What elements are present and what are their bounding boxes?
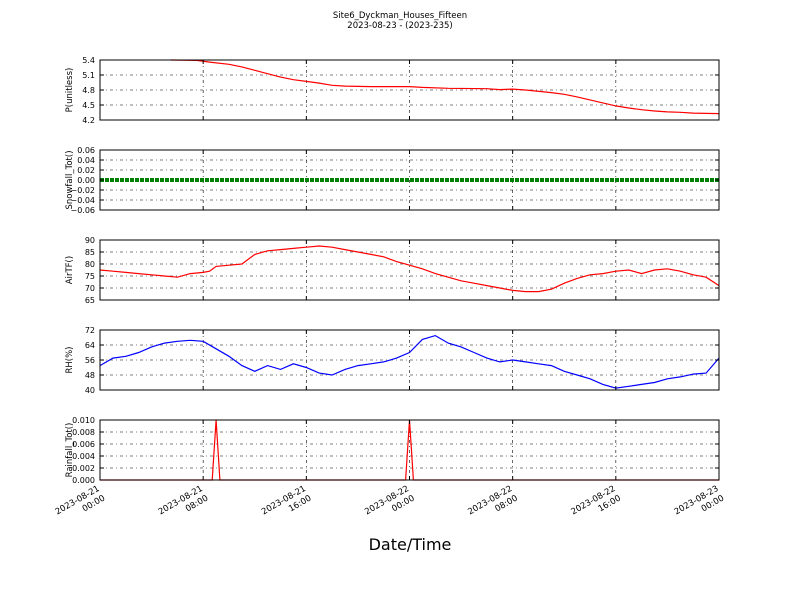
chart-subtitle: 2023-08-23 - (2023-235) xyxy=(347,21,452,31)
x-axis-tick-labels: 2023-08-2100:00 2023-08-2108:00 2023-08-21… xyxy=(54,484,726,527)
x-tick-label: 2023-08-2216:00 xyxy=(570,484,623,527)
y-tick-label: 4.8 xyxy=(82,86,95,95)
panel-1: −0.06−0.04−0.020.000.020.040.06Snowfall_… xyxy=(65,146,720,215)
x-tick-label: 2023-08-2200:00 xyxy=(363,484,416,527)
y-tick-label: 5.1 xyxy=(82,71,95,80)
y-tick-label: −0.04 xyxy=(70,196,95,205)
panel-4: 0.000 0.002 0.004 0.006 0.008 0.010Rainfall_T… xyxy=(65,416,720,485)
y-tick-label: 90 xyxy=(85,236,95,245)
x-tick-label: 2023-08-2100:00 xyxy=(54,484,107,527)
x-tick-label: 2023-08-2116:00 xyxy=(260,484,313,527)
series-line xyxy=(99,245,720,293)
y-tick-label: 0.00 xyxy=(77,176,95,185)
y-tick-label: 0.008 xyxy=(72,428,95,437)
y-tick-label: 0.02 xyxy=(77,166,95,175)
y-tick-label: 72 xyxy=(85,326,95,335)
y-tick-label: 0.04 xyxy=(77,156,95,165)
y-tick-label: 56 xyxy=(85,356,95,365)
x-tick-label: 2023-08-2208:00 xyxy=(466,484,519,527)
y-tick-label: 5.4 xyxy=(82,56,95,65)
y-tick-label: 70 xyxy=(85,284,95,293)
y-tick-label: 0.006 xyxy=(72,440,95,449)
y-tick-label: 40 xyxy=(85,386,95,395)
y-tick-label: 75 xyxy=(85,272,95,281)
chart-title: Site6_Dyckman_Houses_Fifteen xyxy=(333,11,467,21)
y-tick-label: 0.000 xyxy=(72,476,95,485)
y-tick-label: 48 xyxy=(85,371,95,380)
y-axis-label: Snowfall_Tot() xyxy=(65,150,75,209)
panel-2: 65 70 75 80 85 90 AirTF() xyxy=(65,236,720,305)
y-tick-label: −0.06 xyxy=(70,206,95,215)
y-tick-label: 85 xyxy=(85,248,95,257)
y-axis-label: P(unitless) xyxy=(65,68,75,113)
y-axis-label: RH(%) xyxy=(65,346,75,373)
y-tick-label: 64 xyxy=(85,341,95,350)
y-tick-label: 80 xyxy=(85,260,95,269)
y-tick-label: 0.004 xyxy=(72,452,95,461)
y-tick-label: 0.06 xyxy=(77,146,95,155)
y-axis-label: Rainfall_Tot() xyxy=(65,423,75,478)
y-tick-label: 4.2 xyxy=(82,116,95,125)
y-tick-label: 4.5 xyxy=(82,101,95,110)
panel-3: 40 48 56 64 72 RH(%) xyxy=(65,326,720,395)
y-axis-label: AirTF() xyxy=(65,256,75,284)
x-tick-label: 2023-08-2108:00 xyxy=(157,484,210,527)
x-axis-label: Date/Time xyxy=(369,535,452,554)
y-tick-label: −0.02 xyxy=(70,186,95,195)
chart-panels: 4.2 4.5 4.8 5.1 5.4 P(unitless) −0.06−0.04−0.0… xyxy=(65,56,720,485)
series-line xyxy=(170,59,720,115)
y-tick-label: 0.010 xyxy=(72,416,95,425)
y-tick-label: 65 xyxy=(85,296,95,305)
y-tick-label: 0.002 xyxy=(72,464,95,473)
panel-0: 4.2 4.5 4.8 5.1 5.4 P(unitless) xyxy=(65,56,720,125)
x-tick-label: 2023-08-2300:00 xyxy=(673,484,726,527)
